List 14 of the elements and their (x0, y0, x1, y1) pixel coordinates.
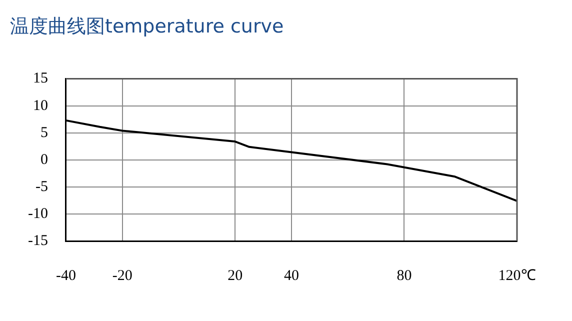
y-tick-label: -15 (28, 232, 48, 249)
x-tick-label: 120℃ (498, 268, 536, 284)
x-tick-label: 40 (284, 268, 299, 284)
y-tick-label: 5 (40, 124, 48, 141)
y-tick-label: 15 (32, 70, 48, 87)
chart-title: 温度曲线图temperature curve (10, 15, 284, 38)
y-tick-label: -5 (35, 178, 48, 195)
y-tick-label: -10 (28, 206, 48, 222)
x-tick-label: 80 (396, 268, 412, 284)
y-tick-label: 10 (32, 98, 48, 114)
y-tick-label: 0 (40, 152, 48, 168)
x-tick-label: -20 (112, 268, 132, 284)
x-tick-label: 20 (228, 268, 243, 284)
x-tick-label: -40 (56, 268, 76, 284)
